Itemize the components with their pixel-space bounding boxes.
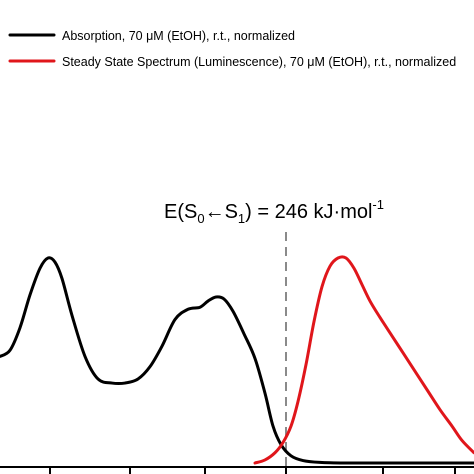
series-layer (0, 255, 474, 465)
annotation-subscript-1: 1 (238, 211, 245, 226)
energy-annotation: E(S0←S1) = 246 kJ·mol-1 (164, 197, 384, 226)
annotation-subscript-0: 0 (197, 211, 204, 226)
annotation-superscript: -1 (372, 197, 384, 212)
legend-label-luminescence: Steady State Spectrum (Luminescence), 70… (62, 55, 456, 69)
annotation-arrow: ←S (205, 201, 238, 223)
luminescence-curve (253, 255, 474, 465)
absorption-curve (0, 256, 474, 465)
legend-label-absorption: Absorption, 70 μM (EtOH), r.t., normaliz… (62, 29, 295, 43)
x-axis (0, 466, 474, 474)
annotation-suffix: ) = 246 kJ·mol (245, 201, 372, 223)
legend: Absorption, 70 μM (EtOH), r.t., normaliz… (8, 29, 456, 69)
annotation-prefix: E(S (164, 201, 197, 223)
